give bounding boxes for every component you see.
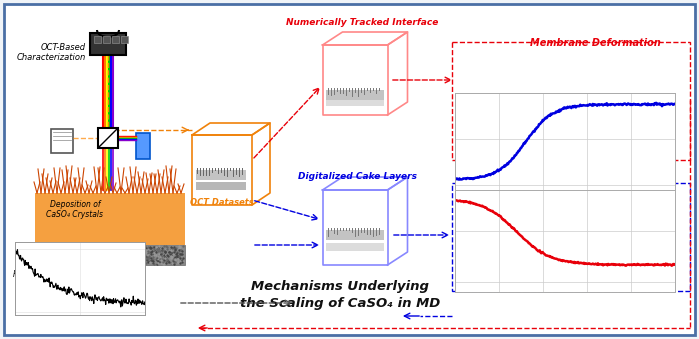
Bar [51,129,73,153]
Bar [326,243,384,251]
Bar [112,36,119,43]
Bar [326,100,384,106]
Bar [326,90,384,100]
Bar [452,183,690,291]
Text: OCT Datasets: OCT Datasets [190,198,254,207]
Bar [196,170,246,180]
Bar [326,230,384,240]
Bar [35,245,185,265]
Bar [136,133,150,159]
Bar [196,182,246,190]
Text: Mechanisms Underlying
the Scaling of CaSO₄ in MD: Mechanisms Underlying the Scaling of CaS… [240,280,440,310]
Text: Membrane Deformation: Membrane Deformation [530,38,661,48]
Text: Reduction in Evaporation Rate: Reduction in Evaporation Rate [13,270,129,279]
Bar [35,193,185,245]
Text: Deposition of
CaSO₄ Crystals: Deposition of CaSO₄ Crystals [47,200,103,219]
Text: Numerically Tracked Interface: Numerically Tracked Interface [286,18,438,27]
Bar [121,36,128,43]
Text: OCT-Based
Characterization: OCT-Based Characterization [17,43,86,62]
Bar [452,42,690,160]
Bar [90,33,126,55]
Bar [103,36,110,43]
Bar [98,128,118,148]
Text: Digitalized Cake Layers: Digitalized Cake Layers [298,172,417,181]
Text: Cake-Layer Growth: Cake-Layer Growth [543,175,647,185]
Bar [94,36,101,43]
